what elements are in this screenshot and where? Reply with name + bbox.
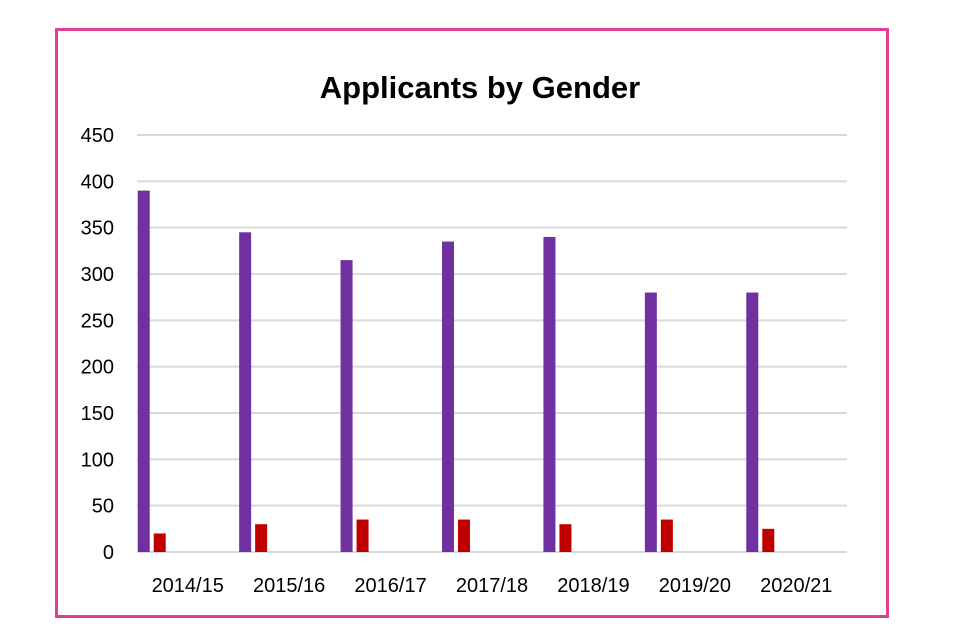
bar-series-1 [137,190,150,552]
bar-series-2 [559,524,572,552]
bar-series-1 [442,241,454,553]
y-tick-label: 450 [81,125,114,147]
x-tick-label: 2016/17 [354,575,426,597]
y-tick-label: 400 [81,171,114,193]
x-axis-ticks: 2014/15 2015/16 2016/17 2017/18 2018/19 2019/… [152,575,833,597]
y-tick-label: 0 [103,542,114,564]
bar-series-1 [543,236,556,552]
y-tick-label: 200 [81,357,114,379]
x-tick-label: 2014/15 [152,575,224,597]
x-tick-label: 2017/18 [456,575,528,597]
chart-title: Applicants by Gender [319,70,641,105]
y-tick-label: 50 [92,496,114,518]
y-tick-label: 250 [81,310,114,332]
chart-frame [55,28,889,618]
bars [137,190,775,553]
bar-series-2 [660,519,673,552]
bar-series-1 [644,292,657,552]
y-axis-ticks: 0 50 100 150 200 250 300 350 400 450 [81,125,114,564]
bar-series-2 [762,528,775,552]
bar-series-2 [458,519,470,552]
x-tick-label: 2018/19 [557,575,629,597]
bar-series-2 [153,533,166,552]
y-tick-label: 100 [81,449,114,471]
bar-series-2 [356,519,369,552]
bar-series-1 [746,292,759,552]
bar-series-1 [340,260,353,552]
y-tick-label: 150 [81,403,114,425]
x-tick-label: 2020/21 [760,575,832,597]
y-tick-label: 350 [81,218,114,240]
x-tick-label: 2015/16 [253,575,325,597]
bar-series-2 [255,524,268,552]
x-tick-label: 2019/20 [659,575,731,597]
y-tick-label: 300 [81,264,114,286]
bar-series-1 [239,232,252,553]
